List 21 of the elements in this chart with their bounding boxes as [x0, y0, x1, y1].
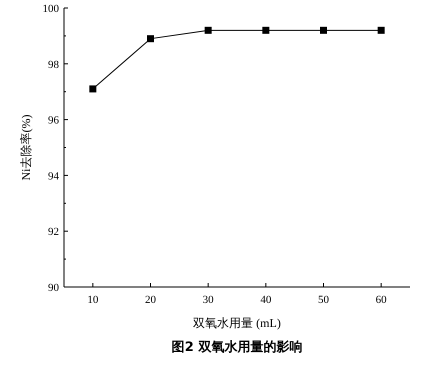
y-tick-label: 94: [48, 170, 60, 182]
y-tick-label: 90: [48, 282, 60, 294]
point: [204, 26, 212, 34]
y-tick-label: 100: [42, 3, 60, 15]
point: [262, 26, 270, 34]
point: [147, 35, 154, 42]
text: 图2 双氧水用量的影响: [172, 340, 302, 355]
y-tick-label: 96: [48, 114, 60, 127]
x-tick-label: 60: [376, 294, 388, 306]
x-axis-title: 双氧水用量 (mL): [193, 316, 281, 330]
point: [378, 26, 385, 34]
point: [320, 26, 327, 34]
y-tick-label: 92: [48, 226, 59, 238]
point: [89, 85, 96, 92]
x-tick-label: 50: [318, 294, 330, 306]
x-tick-label: 10: [87, 294, 99, 306]
y-axis-title: Ni去除率(%): [19, 114, 33, 180]
x-tick-label: 30: [202, 294, 214, 306]
x-tick-label: 40: [260, 294, 272, 306]
x-tick-label: 20: [145, 294, 156, 306]
y-tick-label: 98: [48, 58, 60, 71]
